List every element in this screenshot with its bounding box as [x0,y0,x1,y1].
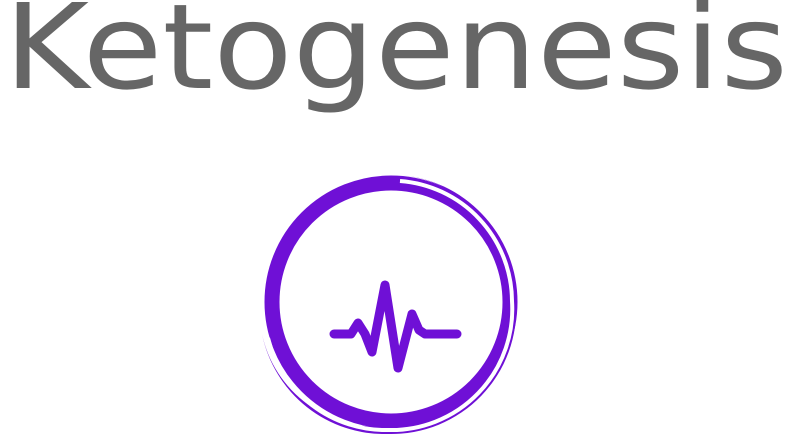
logo-wordmark-text: Ketogenesis [4,0,788,116]
heartbeat-circle-icon [262,175,518,435]
logo-wordmark: Ketogenesis [4,0,788,116]
pulse-line [329,280,462,373]
emblem-gap [266,179,515,433]
